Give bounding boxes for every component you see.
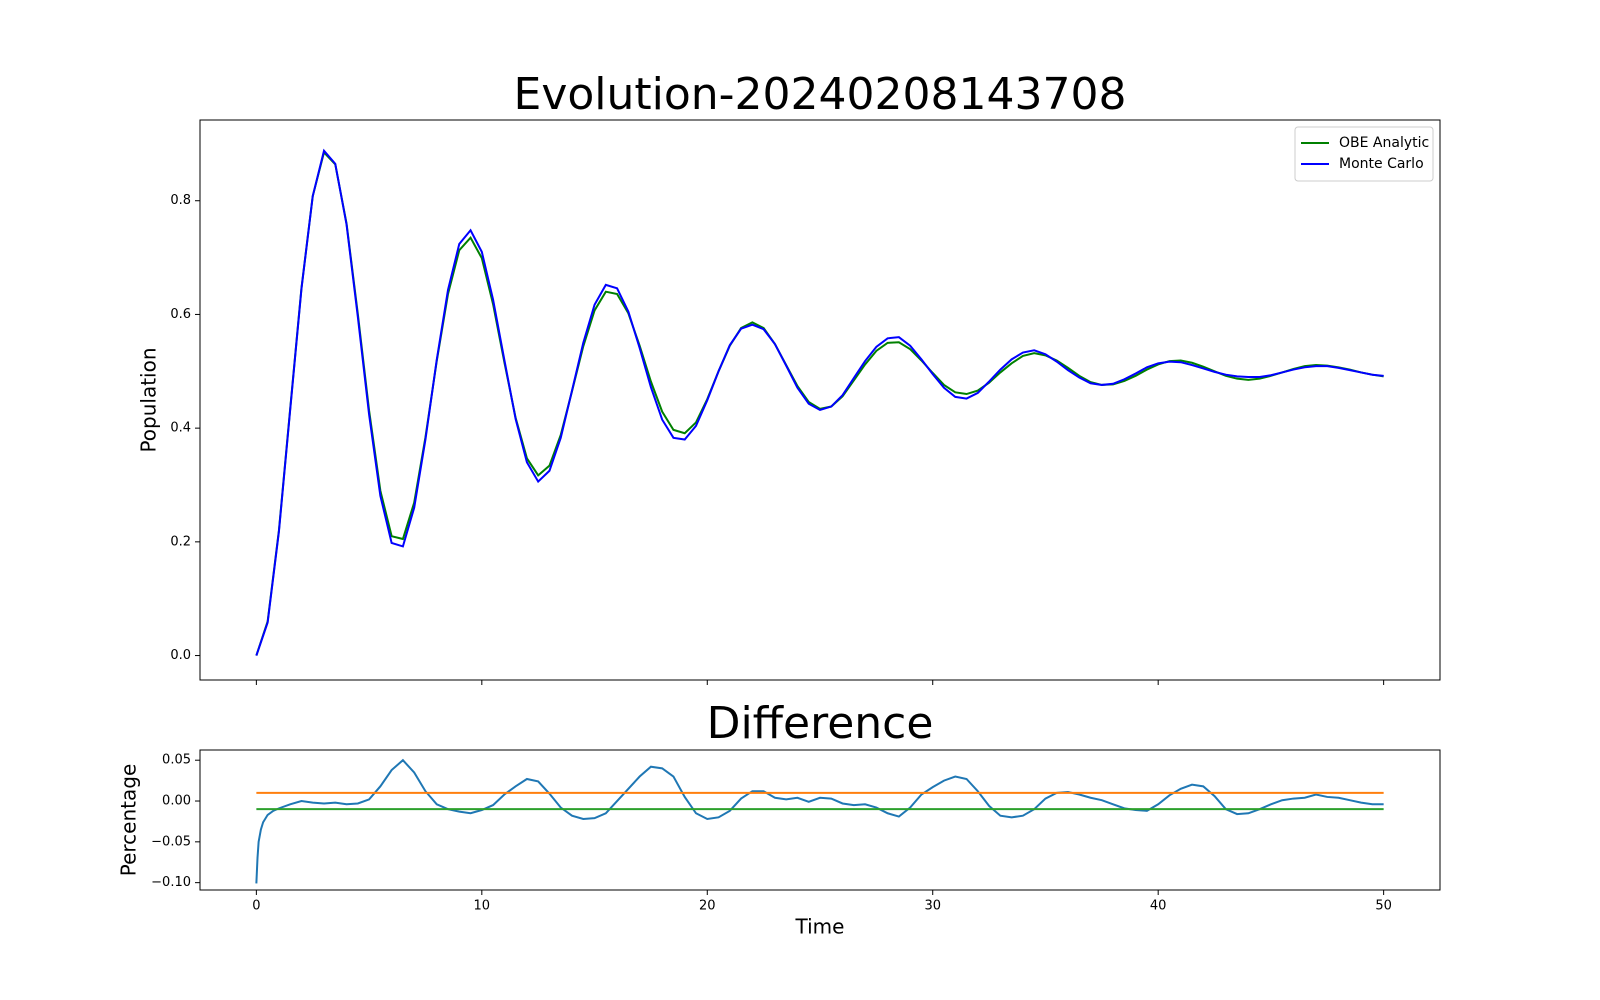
legend-label: Monte Carlo bbox=[1339, 156, 1424, 172]
x-tick-label: 20 bbox=[699, 899, 716, 914]
series-line bbox=[255, 758, 1384, 884]
y-tick-label: 0.4 bbox=[170, 421, 191, 436]
x-tick-label: 10 bbox=[474, 899, 491, 914]
legend-box bbox=[1294, 126, 1434, 182]
x-tick-label: 0 bbox=[252, 899, 260, 914]
legend-label: OBE Analytic bbox=[1339, 135, 1429, 151]
x-tick-label: 30 bbox=[924, 899, 941, 914]
series-line bbox=[255, 150, 1384, 656]
x-axis-label: Time bbox=[795, 915, 845, 939]
y-tick-label: 0.05 bbox=[162, 753, 191, 768]
y-tick-label: 0.2 bbox=[170, 534, 191, 549]
y-tick-label: 0.6 bbox=[170, 307, 191, 322]
x-tick-label: 40 bbox=[1150, 899, 1167, 914]
y-tick-label: 0.0 bbox=[170, 648, 191, 663]
y-tick-label: 0.8 bbox=[170, 193, 191, 208]
chart-title: Difference bbox=[707, 698, 934, 749]
series-line bbox=[255, 148, 1384, 656]
y-tick-label: −0.10 bbox=[151, 875, 191, 890]
chart-title: Evolution-20240208143708 bbox=[514, 69, 1127, 120]
axes-frame bbox=[199, 119, 1441, 681]
y-tick-label: −0.05 bbox=[151, 834, 191, 849]
axes-frame bbox=[199, 749, 1441, 891]
y-axis-label: Population bbox=[137, 347, 161, 452]
y-axis-label: Percentage bbox=[117, 764, 141, 877]
x-tick-label: 50 bbox=[1375, 899, 1392, 914]
y-tick-label: 0.00 bbox=[162, 794, 191, 809]
